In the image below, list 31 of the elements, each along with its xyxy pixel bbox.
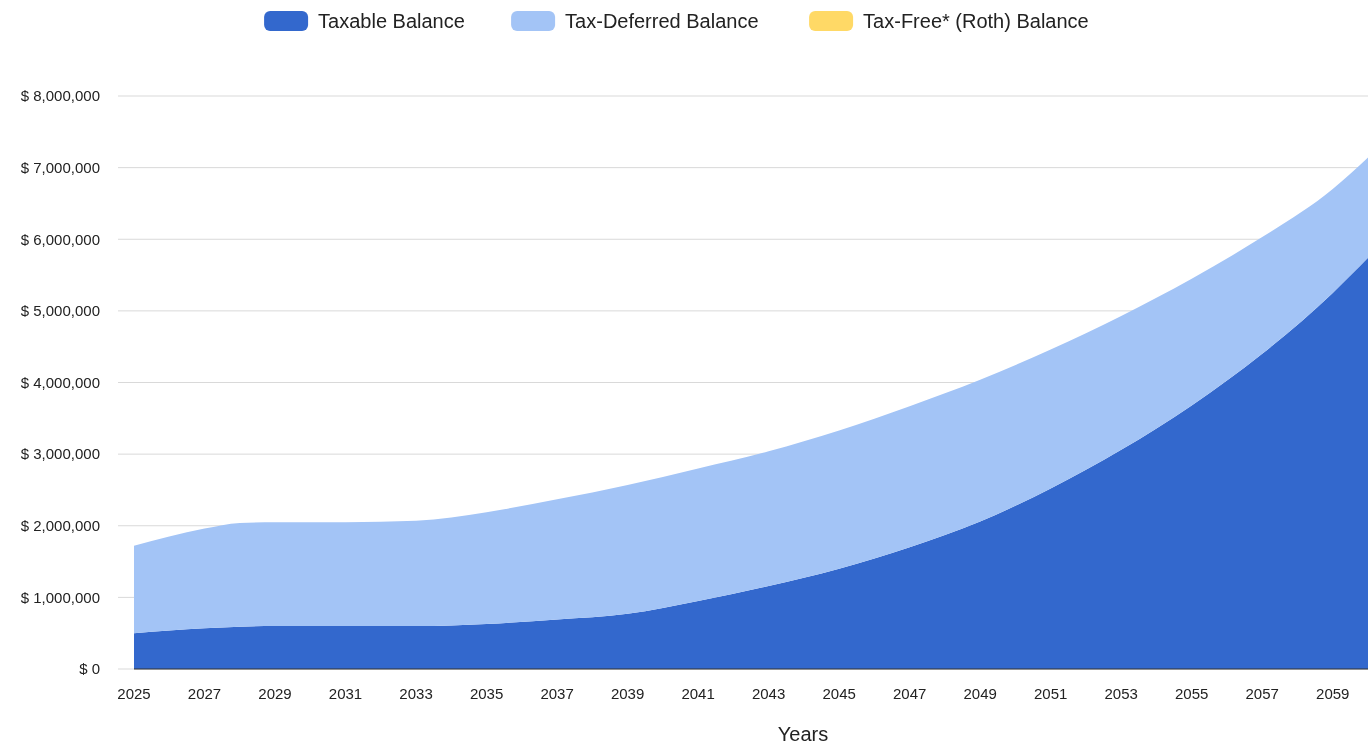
x-tick-label: 2051 [1034,685,1068,702]
legend-label: Taxable Balance [318,10,465,32]
y-tick-label: $ 0 [79,660,100,678]
x-tick-label: 2043 [751,685,786,702]
x-tick-label: 2027 [187,685,222,702]
x-tick-label: 2055 [1175,685,1209,702]
x-tick-label: 2059 [1316,685,1350,702]
x-tick-label: 2057 [1245,685,1279,702]
x-axis-title: Years [777,723,829,744]
x-tick-label: 2041 [681,685,715,702]
x-tick-label: 2035 [469,685,504,702]
x-tick-label: 2045 [822,685,856,702]
x-tick-label: 2033 [399,685,433,702]
x-tick-label: 2039 [610,685,645,702]
x-tick-label: 2037 [540,685,574,702]
x-tick-label: 2025 [117,685,151,702]
x-tick-label: 2031 [328,685,363,702]
x-tick-label: 2029 [258,685,292,702]
y-tick-label: $ 5,000,000 [20,302,100,320]
y-tick-label: $ 3,000,000 [20,445,100,463]
y-tick-label: $ 2,000,000 [20,517,100,534]
y-tick-label: $ 1,000,000 [20,588,100,606]
x-tick-label: 2049 [963,685,997,702]
y-tick-label: $ 8,000,000 [20,87,100,105]
x-tick-label: 2047 [892,685,927,702]
x-tick-label: 2053 [1104,685,1138,702]
legend-label: Tax-Deferred Balance [565,10,759,32]
y-tick-label: $ 4,000,000 [20,373,100,391]
y-tick-label: $ 6,000,000 [20,230,100,248]
legend-label: Tax-Free* (Roth) Balance [863,10,1089,32]
y-tick-label: $ 7,000,000 [20,158,100,176]
